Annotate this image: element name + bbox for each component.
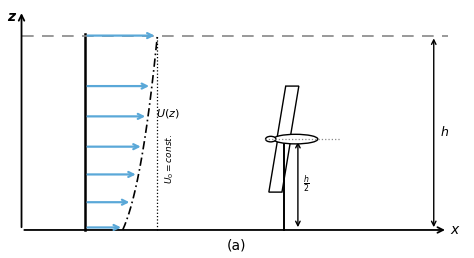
Text: z: z xyxy=(8,10,16,24)
Polygon shape xyxy=(269,142,291,192)
Text: $\frac{h}{2}$: $\frac{h}{2}$ xyxy=(302,174,310,195)
Polygon shape xyxy=(277,86,299,136)
Text: $U_0=const.$: $U_0=const.$ xyxy=(164,134,176,184)
Text: $U(z)$: $U(z)$ xyxy=(155,107,179,120)
Text: h: h xyxy=(441,126,449,139)
Text: x: x xyxy=(450,223,458,237)
Ellipse shape xyxy=(273,134,318,144)
Text: (a): (a) xyxy=(227,239,247,253)
Ellipse shape xyxy=(265,136,276,142)
